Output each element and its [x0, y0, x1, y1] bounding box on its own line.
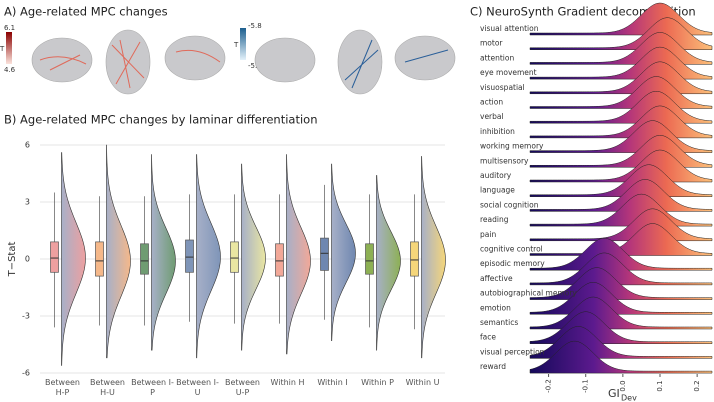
x-tick-label: -0.2: [545, 379, 553, 393]
x-tick-label: Between U-P: [224, 378, 260, 397]
ridge: [529, 164, 713, 197]
x-tick-label: 0.2: [693, 380, 701, 391]
violin: [376, 175, 401, 351]
ridge: [529, 282, 713, 315]
box: [230, 241, 239, 273]
x-tick-label: -0.1: [582, 379, 590, 393]
ridge-label: autobiographical memory: [480, 289, 577, 298]
colorbar-max: -5.8: [248, 22, 262, 30]
violin: [106, 144, 131, 359]
x-tick-label: Between H-U: [89, 378, 125, 397]
violin: [61, 152, 86, 366]
ridge-label: social cognition: [480, 200, 539, 209]
ridge: [529, 179, 713, 212]
ridge-label: visual perception: [480, 347, 545, 356]
x-tick-label: Within H: [270, 378, 305, 387]
ridge: [529, 237, 713, 271]
ridge: [529, 267, 713, 300]
ridge: [529, 252, 713, 286]
violin: [331, 163, 356, 341]
violin: [241, 163, 266, 351]
y-tick-label: 3: [25, 198, 30, 207]
ridge-label: affective: [480, 274, 513, 283]
violin: [286, 154, 311, 355]
colorbar-label: T: [0, 45, 5, 53]
x-axis-label-subscript: Dev: [621, 394, 637, 402]
box: [140, 243, 149, 275]
x-tick-label: Within U: [405, 378, 440, 387]
ridge-label: reward: [480, 362, 506, 371]
violin: [421, 156, 446, 359]
box: [275, 243, 284, 277]
ridge: [529, 223, 713, 256]
ridge-label: working memory: [480, 142, 544, 151]
x-axis-label: GI: [608, 387, 620, 400]
box: [185, 239, 194, 273]
y-tick-label: -3: [22, 312, 30, 321]
ridge-label: visual attention: [480, 24, 539, 33]
box: [95, 241, 104, 277]
box: [365, 243, 374, 275]
box: [410, 241, 419, 277]
ridge-label: visuospatial: [480, 83, 525, 92]
y-tick-label: -6: [22, 369, 30, 378]
x-tick-label: Between I-P: [131, 378, 174, 397]
ridge-label: episodic memory: [480, 259, 545, 268]
colorbar-min: -5.2: [248, 62, 262, 70]
ridge-label: auditory: [480, 171, 512, 180]
ridge-label: multisensory: [480, 156, 529, 165]
box: [50, 241, 59, 273]
ridge-label: verbal: [480, 112, 504, 121]
ridge-label: inhibition: [480, 127, 515, 136]
ridge: [529, 340, 713, 374]
x-tick-label: Between I-U: [176, 378, 219, 397]
ridge-label: emotion: [480, 303, 511, 312]
y-tick-label: 6: [25, 141, 30, 150]
ridge-label: motor: [480, 39, 503, 48]
ridge-label: pain: [480, 230, 496, 239]
x-tick-label: Between H-P: [44, 378, 80, 397]
ridge-label: semantics: [480, 318, 518, 327]
ridge-label: face: [480, 333, 496, 342]
chart-title: B) Age-related MPC changes by laminar di…: [4, 113, 318, 127]
ridge-label: cognitive control: [480, 245, 543, 254]
brains: [31, 29, 456, 95]
box: [320, 237, 329, 271]
colorbar: [6, 32, 12, 64]
violin: [196, 154, 221, 359]
ridge: [529, 149, 713, 183]
x-tick-label: 0.1: [656, 380, 664, 391]
colorbar-min: 4.6: [4, 66, 16, 74]
chart-title: C) NeuroSynth Gradient decomposition: [470, 5, 696, 19]
ridge-label: action: [480, 98, 503, 107]
ridge-label: eye movement: [480, 68, 537, 77]
x-tick-label: 0.0: [619, 380, 627, 391]
panel-a-title: A) Age-related MPC changes: [4, 5, 168, 19]
x-tick-label: Within P: [361, 378, 394, 387]
colorbar-label: T: [233, 41, 239, 49]
colorbar-max: 6.1: [4, 24, 15, 32]
colorbar: [240, 28, 246, 60]
violin: [151, 154, 176, 351]
ridge-label: language: [480, 186, 515, 195]
y-tick-label: 0: [25, 255, 30, 264]
y-axis-label: T−Stat: [7, 242, 18, 278]
ridge-label: attention: [480, 53, 514, 62]
x-tick-label: Within I: [317, 378, 348, 387]
ridge-label: reading: [480, 215, 509, 224]
